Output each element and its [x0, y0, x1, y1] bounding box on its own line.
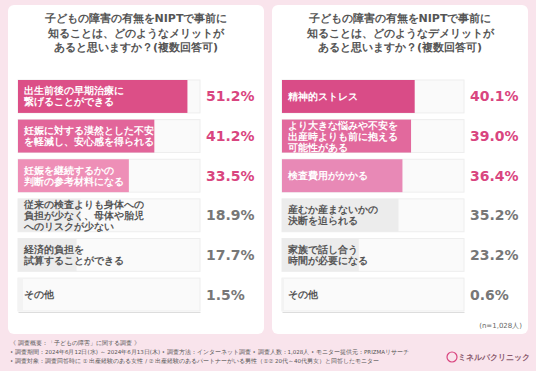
data-label: 33.5% — [206, 168, 255, 184]
bars — [282, 80, 415, 311]
category-label: 家族で話し合う時間が必要になる — [287, 244, 368, 267]
bar — [18, 278, 23, 311]
data-label: 17.7% — [206, 247, 255, 263]
bar — [282, 120, 411, 153]
category-label: 従来の検査よりも身体への負担が少なく、母体や胎児へのリスクが少ない — [23, 199, 144, 233]
bar — [282, 159, 402, 192]
bar — [18, 159, 129, 192]
category-label: その他 — [24, 289, 55, 300]
panel-background — [272, 5, 528, 334]
data-label: 36.4% — [470, 168, 519, 184]
row-background — [282, 80, 464, 113]
data-label: 0.6% — [470, 287, 509, 303]
bar — [282, 278, 284, 311]
bars — [18, 80, 187, 311]
row-background — [18, 120, 200, 153]
data-label: 41.2% — [206, 128, 255, 144]
category-label: 妊娠を継続するかの判断の参考材料になる — [23, 165, 124, 188]
data-label: 23.2% — [470, 247, 519, 263]
x-axis — [19, 312, 201, 313]
category-label: 検査費用がかかる — [287, 170, 368, 181]
data-label: 51.2% — [206, 88, 255, 104]
x-axis — [283, 312, 465, 313]
data-label: 35.2% — [470, 207, 519, 223]
panel-background — [8, 5, 264, 334]
data-label: 40.1% — [470, 88, 519, 104]
footer-line: • 調査対象：調査回答時に ① 出産経験のある女性 / ② 出産経験のあるパート… — [10, 357, 379, 365]
logo-icon — [447, 352, 457, 362]
axis-line — [19, 312, 201, 313]
data-label: 1.5% — [206, 287, 245, 303]
category-label: その他 — [288, 289, 319, 300]
category-label: 妊娠に対する漠然とした不安を軽減し、安心感を得られる — [23, 125, 154, 147]
data-label: 39.0% — [470, 128, 519, 144]
category-label: より大きな悩みや不安を出産時よりも前に抱える可能性がある — [287, 120, 398, 153]
row-background — [282, 278, 464, 311]
canvas: 子どもの障害の有無をNIPTで事前に知ることは、どのようなメリットがあると思いま… — [0, 0, 536, 371]
chart-panel: 子どもの障害の有無をNIPTで事前に知ることは、どのようなメリットがあると思いま… — [8, 5, 264, 334]
row-background — [18, 278, 200, 311]
row-background — [282, 120, 464, 153]
annotation: (n=1,028人) — [479, 322, 522, 330]
bar — [18, 80, 187, 113]
chart-title: 子どもの障害の有無をNIPTで事前に知ることは、どのようなメリットがあると思いま… — [44, 12, 228, 54]
bar — [282, 199, 398, 232]
category-label: 経済的負担を試算することができる — [23, 244, 124, 267]
category-label: 精神的ストレス — [287, 91, 358, 102]
logo: ミネルバクリニック — [458, 353, 530, 362]
bar — [18, 120, 154, 153]
row-background — [282, 238, 464, 271]
category-label: 産むか産まないかの決断を迫られる — [287, 204, 378, 226]
row-background — [282, 159, 464, 192]
data-label: 18.9% — [206, 207, 255, 223]
chart-title: 子どもの障害の有無をNIPTで事前に知ることは、どのようなデメリットがあると思い… — [306, 12, 495, 54]
row-background — [282, 199, 464, 232]
footer: 《 調査概要：「子どもの障害」に関する調査 》• 調査期間：2024年6月12日… — [10, 339, 530, 365]
bar — [282, 80, 415, 113]
row-background — [18, 80, 200, 113]
category-label: 出生前後の早期治療に繋げることができる — [24, 85, 124, 108]
footer-heading: 《 調査概要：「子どもの障害」に関する調査 》 — [10, 339, 140, 347]
axis-line — [283, 312, 465, 313]
footer-line: • 調査期間：2024年6月12日(水) ～ 2024年6月13日(木) • 調… — [10, 348, 409, 355]
row-background — [18, 238, 200, 271]
row-background — [18, 159, 200, 192]
chart-panel: 子どもの障害の有無をNIPTで事前に知ることは、どのようなデメリットがあると思い… — [272, 5, 528, 334]
